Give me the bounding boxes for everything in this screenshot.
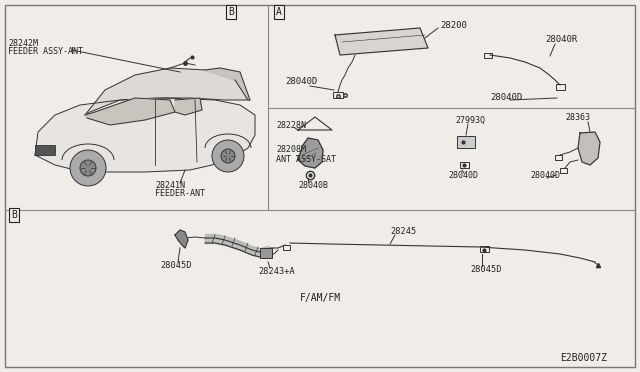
Text: ANT ASSY-SAT: ANT ASSY-SAT: [276, 154, 336, 164]
Bar: [283, 245, 290, 250]
Polygon shape: [578, 132, 600, 165]
Circle shape: [212, 140, 244, 172]
Bar: [333, 92, 343, 98]
Text: FEEDER-ANT: FEEDER-ANT: [155, 189, 205, 199]
Polygon shape: [175, 98, 202, 115]
Bar: [484, 53, 492, 58]
Text: 28363: 28363: [565, 113, 590, 122]
Bar: [460, 162, 469, 168]
Text: 28040B: 28040B: [298, 180, 328, 189]
Text: 28245: 28245: [390, 228, 416, 237]
Text: B: B: [228, 7, 234, 17]
Text: B: B: [11, 210, 17, 220]
Circle shape: [80, 160, 96, 176]
Text: 28242M: 28242M: [8, 38, 38, 48]
Polygon shape: [335, 28, 428, 55]
Text: 28040R: 28040R: [545, 35, 577, 45]
Bar: [457, 136, 475, 148]
Text: E2B0007Z: E2B0007Z: [560, 353, 607, 363]
Bar: [560, 168, 567, 173]
Text: 28045D: 28045D: [470, 266, 502, 275]
Text: F/AM/FM: F/AM/FM: [300, 293, 341, 303]
Polygon shape: [205, 68, 250, 100]
Text: 28200: 28200: [440, 20, 467, 29]
Polygon shape: [175, 230, 188, 248]
Polygon shape: [85, 98, 175, 125]
Text: 28040D: 28040D: [530, 170, 560, 180]
Text: 28040D: 28040D: [490, 93, 522, 102]
Bar: [555, 155, 562, 160]
Text: A: A: [276, 7, 282, 17]
Text: 28040D: 28040D: [448, 171, 478, 180]
Text: 28243+A: 28243+A: [258, 267, 295, 276]
Polygon shape: [35, 98, 255, 172]
Bar: [556, 84, 565, 90]
Bar: [480, 246, 489, 252]
Polygon shape: [85, 68, 250, 115]
Polygon shape: [298, 138, 323, 168]
Text: 28045D: 28045D: [160, 260, 191, 269]
Text: 28040D: 28040D: [285, 77, 317, 87]
Text: 27993Q: 27993Q: [455, 115, 485, 125]
Circle shape: [70, 150, 106, 186]
Bar: [35, 145, 55, 155]
Text: 28228N: 28228N: [276, 121, 306, 129]
Text: 28241N: 28241N: [155, 180, 185, 189]
Bar: [260, 248, 272, 258]
Text: FEEDER ASSY-ANT: FEEDER ASSY-ANT: [8, 48, 83, 57]
Circle shape: [221, 149, 235, 163]
Text: 28208M: 28208M: [276, 145, 306, 154]
